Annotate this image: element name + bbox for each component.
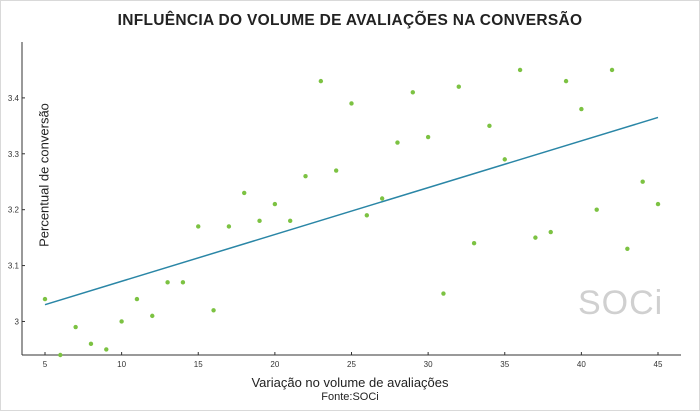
data-point bbox=[42, 296, 48, 302]
x-tick-label: 35 bbox=[500, 360, 509, 369]
x-tick-label: 20 bbox=[270, 360, 279, 369]
data-point bbox=[579, 106, 584, 112]
data-point bbox=[180, 280, 186, 285]
data-point bbox=[226, 224, 232, 229]
y-tick-label: 3 bbox=[15, 317, 20, 326]
data-point bbox=[379, 196, 385, 201]
points-group bbox=[42, 67, 661, 358]
data-point bbox=[150, 313, 155, 319]
data-point bbox=[441, 291, 446, 296]
data-point bbox=[609, 67, 615, 73]
x-tick-label: 15 bbox=[194, 360, 203, 369]
data-point bbox=[272, 201, 278, 207]
x-tick-label: 40 bbox=[577, 360, 586, 369]
data-point bbox=[287, 218, 293, 224]
chart-title: INFLUÊNCIA DO VOLUME DE AVALIAÇÕES NA CO… bbox=[117, 12, 583, 29]
x-tick-label: 25 bbox=[347, 360, 356, 369]
data-point bbox=[318, 78, 324, 84]
x-tick-label: 30 bbox=[424, 360, 433, 369]
data-point bbox=[425, 134, 431, 140]
data-point bbox=[395, 140, 400, 145]
x-tick-label: 45 bbox=[654, 360, 663, 369]
data-point bbox=[303, 173, 308, 179]
axes: 3 3.1 3.2 3.3 3.4 5 10 15 20 25 30 35 40 45 bbox=[8, 42, 681, 369]
data-point bbox=[533, 235, 538, 240]
data-point bbox=[456, 84, 461, 89]
source-note: Fonte:SOCi bbox=[321, 391, 379, 403]
data-point bbox=[73, 324, 78, 330]
data-point bbox=[563, 78, 569, 84]
data-point bbox=[655, 201, 661, 207]
data-point bbox=[88, 341, 94, 347]
soci-logo-text: SOCi bbox=[578, 284, 664, 322]
data-point bbox=[257, 218, 262, 224]
data-point bbox=[517, 67, 523, 73]
data-point bbox=[242, 190, 247, 196]
data-point bbox=[104, 347, 109, 352]
data-point bbox=[211, 308, 216, 313]
data-point bbox=[640, 179, 645, 184]
soci-logo: SOCi bbox=[578, 284, 663, 323]
trendline-group bbox=[44, 116, 659, 306]
y-tick-label: 3.3 bbox=[8, 150, 20, 159]
data-point bbox=[487, 123, 492, 129]
y-tick-label: 3.2 bbox=[8, 206, 20, 215]
trendline bbox=[44, 116, 659, 306]
data-point bbox=[364, 213, 370, 218]
data-point bbox=[349, 101, 354, 106]
data-point bbox=[134, 296, 140, 302]
data-point bbox=[625, 246, 630, 252]
data-point bbox=[548, 229, 553, 235]
data-point bbox=[333, 168, 339, 173]
data-point bbox=[196, 224, 201, 229]
x-tick-label: 5 bbox=[43, 360, 48, 369]
data-point bbox=[165, 280, 170, 285]
data-point bbox=[471, 241, 477, 246]
x-axis-label: Variação no volume de avaliações bbox=[251, 375, 449, 390]
y-tick-label: 3.1 bbox=[8, 262, 20, 271]
data-point bbox=[119, 319, 124, 324]
data-point bbox=[58, 352, 63, 358]
data-point bbox=[594, 207, 599, 212]
y-tick-label: 3.4 bbox=[8, 94, 20, 103]
x-tick-label: 10 bbox=[117, 360, 126, 369]
data-point bbox=[410, 90, 416, 95]
data-point bbox=[502, 157, 507, 162]
